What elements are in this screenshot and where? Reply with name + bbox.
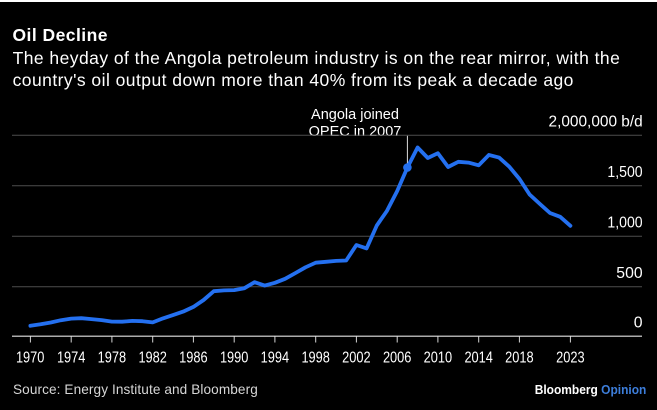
- svg-text:2023: 2023: [556, 350, 585, 367]
- svg-text:1990: 1990: [220, 350, 249, 367]
- svg-text:1970: 1970: [16, 350, 45, 367]
- svg-text:1998: 1998: [301, 350, 330, 367]
- svg-text:2006: 2006: [383, 350, 412, 367]
- svg-text:1,000: 1,000: [607, 215, 642, 232]
- svg-text:2018: 2018: [505, 350, 534, 367]
- svg-text:0: 0: [634, 315, 643, 332]
- svg-text:1978: 1978: [98, 350, 127, 367]
- svg-text:1994: 1994: [261, 350, 290, 367]
- svg-text:2,000,000 b/d: 2,000,000 b/d: [549, 114, 643, 131]
- svg-text:1,500: 1,500: [607, 164, 642, 181]
- svg-text:1974: 1974: [57, 350, 86, 367]
- svg-text:2014: 2014: [464, 350, 493, 367]
- svg-text:1986: 1986: [179, 350, 208, 367]
- svg-text:2010: 2010: [424, 350, 453, 367]
- svg-text:1982: 1982: [138, 350, 167, 367]
- svg-text:2002: 2002: [342, 350, 371, 367]
- svg-text:500: 500: [616, 265, 643, 282]
